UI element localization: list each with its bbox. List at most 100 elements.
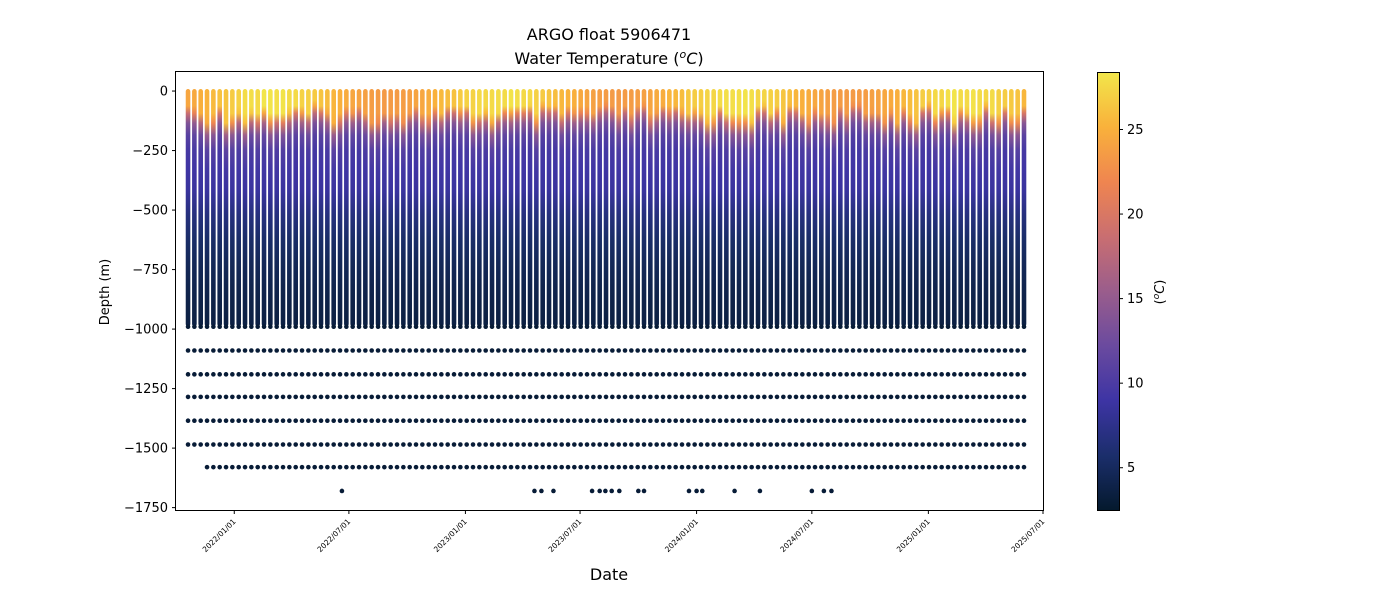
deep-point: [477, 348, 482, 353]
deep-point: [236, 464, 241, 470]
deep-point: [660, 418, 666, 424]
deep-point: [705, 442, 710, 447]
profile-column: [198, 89, 203, 327]
deep-point: [458, 394, 463, 400]
profile-column: [736, 89, 742, 327]
deep-point: [255, 442, 260, 447]
colorbar-tick-label: 5: [1127, 461, 1135, 476]
deep-point: [546, 442, 552, 447]
deep-point: [299, 324, 305, 330]
deep-point: [242, 418, 248, 424]
deep-point: [1015, 464, 1020, 470]
deep-point: [192, 442, 197, 447]
deep-point: [274, 464, 280, 470]
deep-point: [337, 372, 343, 377]
deep-point: [622, 442, 628, 447]
deep-point: [793, 442, 799, 447]
deep-point: [844, 372, 849, 377]
y-axis-label: Depth (m): [98, 259, 113, 326]
deep-point: [426, 418, 431, 424]
deep-point: [597, 324, 602, 330]
deep-point: [426, 348, 431, 353]
deep-point: [711, 394, 716, 400]
deep-point: [831, 418, 837, 424]
deep-point: [394, 464, 400, 470]
deep-point: [787, 442, 792, 447]
deep-point: [819, 464, 824, 470]
deep-point: [654, 348, 659, 353]
deep-point: [743, 394, 748, 400]
deep-point: [958, 418, 963, 424]
deep-point: [781, 464, 786, 470]
deep-point: [350, 348, 355, 353]
deep-point: [268, 394, 273, 400]
deep-point: [204, 394, 210, 400]
deep-point: [236, 372, 241, 377]
deep-point: [983, 418, 989, 424]
profile-column: [711, 89, 716, 327]
deep-point: [287, 394, 292, 400]
profile-column: [211, 89, 216, 327]
chart-subtitle: Water Temperature (oC): [514, 48, 703, 68]
profile-column: [356, 89, 362, 327]
deep-point: [356, 464, 362, 470]
x-tick-label: 2023/01/01: [432, 517, 469, 554]
deep-point: [255, 372, 260, 377]
profile-column: [280, 89, 286, 327]
deep-point: [255, 464, 260, 470]
deep-point: [559, 464, 564, 470]
deep-point: [907, 324, 913, 330]
deep-point: [578, 418, 583, 424]
deep-point: [331, 464, 336, 470]
deep-point: [597, 442, 602, 447]
deep-point: [850, 464, 856, 470]
deep-point: [809, 488, 815, 494]
deep-point: [958, 324, 963, 330]
deep-point: [730, 348, 735, 353]
deep-point: [977, 394, 982, 400]
deep-point: [850, 348, 856, 353]
deep-point: [388, 372, 393, 377]
deep-point: [648, 324, 653, 330]
deep-point: [553, 394, 558, 400]
deep-point: [844, 442, 849, 447]
deep-point: [426, 394, 431, 400]
deep-point: [280, 394, 286, 400]
deep-point: [749, 442, 754, 447]
deep-point: [521, 418, 526, 424]
profile-column: [774, 89, 780, 327]
profile-column: [451, 89, 457, 327]
deep-point: [532, 488, 537, 494]
deep-point: [198, 372, 203, 377]
deep-point: [591, 348, 596, 353]
deep-point: [464, 464, 469, 470]
deep-point: [464, 418, 469, 424]
deep-point: [990, 464, 995, 470]
deep-point: [736, 348, 742, 353]
deep-point: [648, 442, 653, 447]
deep-point: [952, 464, 957, 470]
deep-point: [610, 372, 615, 377]
profile-column: [363, 89, 368, 327]
deep-point: [958, 464, 963, 470]
deep-point: [515, 442, 520, 447]
x-axis: 2022/01/01 2022/07/01 2023/01/01 2023/07/01…: [201, 510, 1047, 554]
deep-point: [477, 394, 482, 400]
deep-point: [732, 488, 737, 494]
deep-point: [603, 372, 609, 377]
deep-point: [236, 324, 241, 330]
deep-point: [211, 464, 216, 470]
deep-point: [318, 442, 324, 447]
deep-point: [280, 464, 286, 470]
deep-point: [502, 372, 507, 377]
deep-point: [521, 324, 526, 330]
deep-point: [857, 372, 862, 377]
deep-point: [274, 418, 280, 424]
deep-point: [933, 464, 938, 470]
deep-point: [692, 442, 697, 447]
profile-column: [641, 89, 647, 327]
deep-point: [439, 464, 444, 470]
colorbar-tick-label: 15: [1127, 292, 1144, 307]
deep-point: [616, 464, 621, 470]
deep-point: [293, 324, 299, 330]
